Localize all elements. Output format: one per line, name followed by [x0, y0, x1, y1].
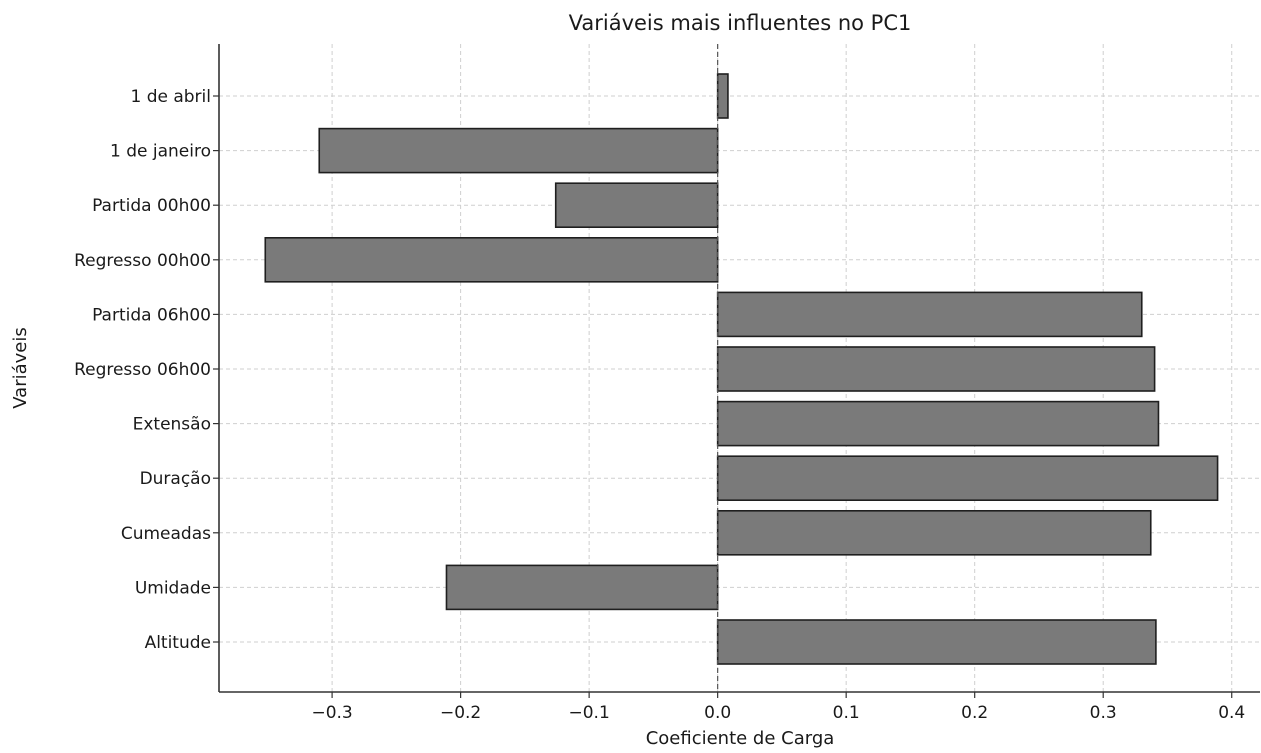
x-axis-label: Coeficiente de Carga	[646, 728, 835, 749]
y-tick-label: Regresso 00h00	[74, 251, 211, 271]
x-tick-label: −0.1	[568, 703, 609, 723]
y-tick-label: Cumeadas	[121, 524, 211, 544]
bar	[318, 127, 719, 174]
y-axis-label: Variáveis	[10, 327, 31, 408]
y-tick-label: Duração	[140, 469, 211, 489]
y-tick-label: Umidade	[135, 578, 211, 598]
bar	[716, 73, 729, 119]
bar	[716, 346, 1156, 392]
x-tick-label: 0.0	[704, 703, 731, 723]
y-tick-label: Partida 00h00	[92, 196, 211, 216]
bar	[445, 564, 719, 611]
y-tick-label: Altitude	[145, 633, 211, 653]
chart-title: Variáveis mais influentes no PC1	[569, 11, 912, 35]
bar	[716, 455, 1219, 502]
bar	[716, 509, 1152, 556]
y-tick-label: 1 de janeiro	[110, 142, 211, 162]
axes-layer	[218, 44, 1260, 693]
bars-layer	[264, 73, 1219, 665]
y-tick-label: Regresso 06h00	[74, 360, 211, 380]
y-tick-label: Extensão	[133, 415, 211, 435]
bar	[264, 237, 719, 283]
y-tick-label: Partida 06h00	[92, 305, 211, 325]
bar	[716, 619, 1157, 665]
ticks-layer: −0.3 −0.2 −0.1 0.0 0.1 0.2 0.3 0.4 1 de abril 1 d…	[74, 87, 1245, 723]
x-tick-label: 0.1	[833, 703, 860, 723]
bar	[716, 400, 1160, 447]
x-tick-label: 0.3	[1090, 703, 1117, 723]
bar	[554, 182, 719, 228]
x-tick-label: 0.2	[961, 703, 988, 723]
x-tick-label: −0.3	[311, 703, 352, 723]
x-tick-label: 0.4	[1218, 703, 1245, 723]
x-tick-label: −0.2	[440, 703, 481, 723]
y-tick-label: 1 de abril	[130, 87, 211, 107]
bar	[716, 291, 1143, 338]
